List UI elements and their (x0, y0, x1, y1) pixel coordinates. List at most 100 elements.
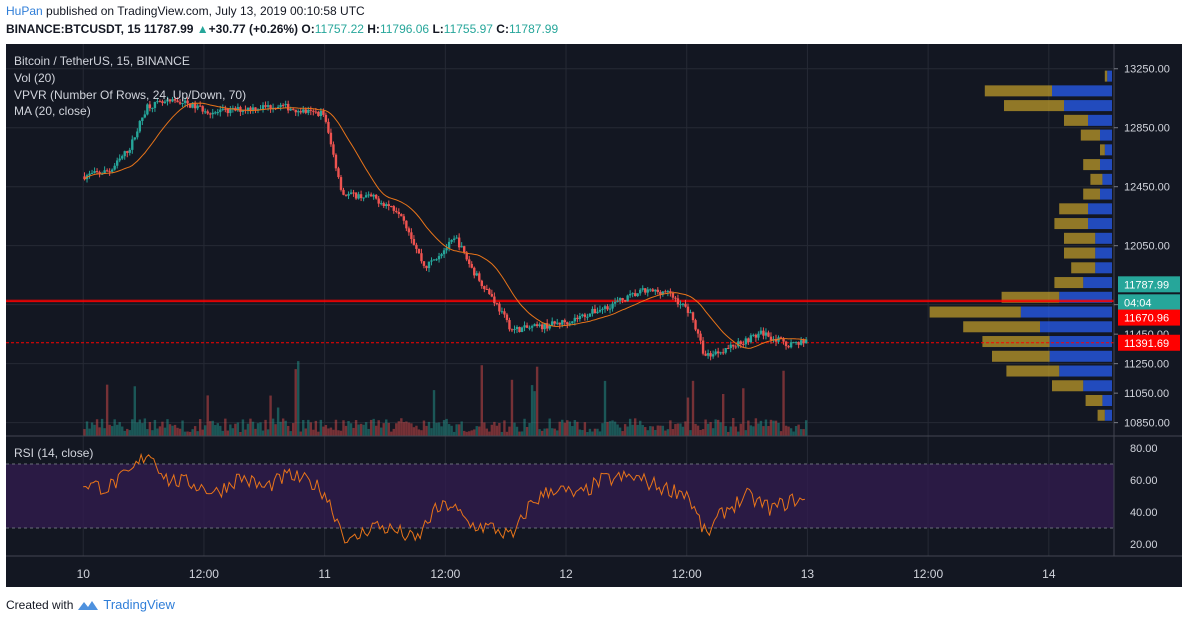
candle-body (357, 194, 360, 199)
volume-bar (636, 424, 639, 436)
chart-canvas[interactable]: 13250.0012850.0012450.0012050.0011650.00… (6, 44, 1182, 587)
candle-body (483, 286, 486, 289)
volume-bar (229, 424, 232, 436)
candle-body (551, 321, 554, 326)
candle-body (576, 317, 579, 320)
close-value: 11787.99 (508, 22, 559, 36)
volume-bar (193, 426, 197, 436)
vpvr-up-6 (1100, 159, 1112, 171)
candle-body (606, 306, 609, 310)
candle-body (767, 332, 770, 337)
candle-body (686, 306, 690, 313)
volume-bar (110, 426, 114, 436)
volume-bar (588, 428, 592, 436)
candle-body (342, 189, 345, 195)
candle-body (744, 338, 748, 345)
symbol: BINANCE:BTCUSDT, 15 (6, 22, 141, 36)
author-link[interactable]: HuPan (6, 4, 43, 18)
candle-body (721, 352, 725, 354)
candle-body (699, 333, 702, 341)
candle-body (103, 170, 106, 174)
volume-bar (108, 424, 111, 436)
candle-body (503, 311, 506, 315)
volume-bar (787, 426, 790, 436)
candle-body (427, 261, 431, 269)
footer-brand[interactable]: TradingView (103, 597, 175, 612)
candle-body (787, 346, 790, 348)
volume-bar (666, 429, 670, 436)
volume-bar (324, 425, 328, 436)
candle-body (392, 206, 395, 211)
volume-bar (231, 428, 235, 436)
candle-body (734, 346, 737, 348)
vpvr-down-5 (1100, 144, 1105, 156)
rsi-axis[interactable]: 80.00 60.00 40.00 20.00 (1130, 443, 1158, 551)
candle-body (284, 103, 287, 106)
candle-body (98, 172, 101, 174)
candle-body (400, 214, 403, 217)
candle-body (362, 197, 365, 199)
vpvr-up-23 (1104, 409, 1112, 421)
volume-bar (249, 418, 252, 436)
candle-body (711, 354, 715, 357)
volume-bar (769, 419, 773, 436)
candle-body (397, 211, 401, 215)
volume-bar (450, 425, 453, 436)
vpvr-down-15 (1001, 291, 1060, 303)
volume-bar (661, 425, 665, 436)
candle-body (669, 291, 672, 293)
candle-body (709, 353, 712, 357)
candle-body (691, 312, 695, 321)
volume-bar (171, 425, 174, 436)
time-tick-1: 12:00 (189, 567, 219, 581)
high-label: H: (367, 22, 380, 36)
candle-body (588, 313, 592, 317)
candle-body (176, 100, 179, 103)
vpvr-down-3 (1064, 114, 1088, 126)
candle-body (382, 203, 385, 207)
rsi-tick-2: 40.00 (1130, 507, 1158, 519)
candle-body (759, 330, 763, 334)
candle-body (266, 105, 270, 107)
volume-bar (319, 419, 323, 436)
candle-body (417, 248, 421, 254)
volume-bar (613, 421, 617, 436)
volume-bar (173, 424, 177, 436)
volume-bar (105, 384, 109, 436)
candle-body (307, 109, 310, 113)
volume-bar (397, 421, 401, 436)
candle-body (395, 210, 398, 212)
volume-bar (412, 427, 416, 436)
volume-bar (347, 421, 350, 436)
vpvr-down-4 (1080, 129, 1100, 141)
candle-body (196, 105, 199, 109)
volume-bar (402, 422, 406, 436)
candle-body (312, 110, 315, 112)
vpvr-up-2 (1064, 100, 1112, 112)
candle-body (359, 194, 363, 199)
volume-bar (782, 370, 785, 436)
candle-body (535, 324, 539, 326)
candle-body (269, 105, 272, 109)
candle-body (206, 111, 209, 114)
vpvr-down-16 (929, 306, 1021, 318)
volume-bar (566, 420, 569, 436)
volume-bar (136, 422, 139, 436)
volume-bar (178, 428, 182, 436)
volume-bar (548, 418, 551, 436)
candle-body (470, 263, 473, 268)
volume-bar (485, 428, 489, 436)
vpvr-up-9 (1088, 203, 1112, 215)
candle-body (163, 101, 167, 104)
volume-bar (674, 424, 677, 436)
volume-bar (530, 385, 534, 436)
volume-bar (166, 419, 169, 436)
time-axis[interactable]: 10 12:00 11 12:00 12 12:00 13 12:00 14 (77, 567, 1056, 581)
volume-bar (239, 431, 242, 436)
candle-body (553, 321, 556, 324)
volume-bar (158, 426, 162, 436)
vpvr-down-6 (1083, 159, 1100, 171)
candle-body (339, 177, 343, 190)
ohlc-line: BINANCE:BTCUSDT, 15 11787.99 ▲+30.77 (+0… (6, 22, 558, 36)
candle-body (684, 303, 687, 307)
